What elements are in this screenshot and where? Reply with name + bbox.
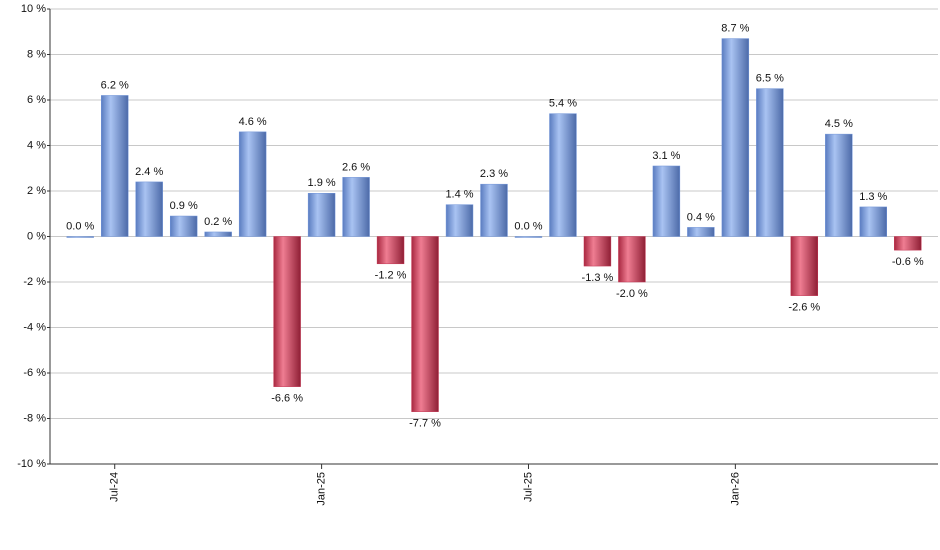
data-label: 0.0 % xyxy=(66,220,94,232)
data-label: 1.3 % xyxy=(859,191,887,203)
y-tick-label: 8 % xyxy=(27,48,46,60)
bar xyxy=(411,236,439,412)
data-label: 0.2 % xyxy=(204,216,232,228)
bar xyxy=(859,206,887,237)
data-label: -2.0 % xyxy=(616,288,648,300)
y-tick-label: -2 % xyxy=(23,276,46,288)
x-tick-label: Jan-25 xyxy=(316,472,328,506)
data-label: 4.6 % xyxy=(239,116,267,128)
data-label: 1.4 % xyxy=(445,189,473,201)
data-label: 1.9 % xyxy=(308,177,336,189)
data-label: -7.7 % xyxy=(409,418,441,430)
bar xyxy=(618,236,646,283)
data-label: -1.3 % xyxy=(582,272,614,284)
y-tick-label: -6 % xyxy=(23,367,46,379)
data-label: 6.5 % xyxy=(756,73,784,85)
y-tick-label: 2 % xyxy=(27,185,46,197)
data-label: -2.6 % xyxy=(788,302,820,314)
x-tick-label: Jul-25 xyxy=(522,472,534,502)
bar xyxy=(549,113,577,237)
bar xyxy=(66,236,94,238)
bar xyxy=(204,231,232,237)
data-label: 2.4 % xyxy=(135,166,163,178)
data-label: 8.7 % xyxy=(721,22,749,34)
y-tick-label: 6 % xyxy=(27,94,46,106)
bar xyxy=(721,38,750,237)
data-label: 0.9 % xyxy=(170,200,198,212)
bar xyxy=(307,193,336,237)
data-label: 6.2 % xyxy=(101,79,129,91)
data-label: 2.3 % xyxy=(480,168,508,180)
y-tick-label: 4 % xyxy=(27,139,46,151)
bar xyxy=(169,215,198,237)
bar xyxy=(480,183,508,237)
data-label: -6.6 % xyxy=(271,393,303,405)
bar xyxy=(583,236,612,267)
data-label: -1.2 % xyxy=(375,270,407,282)
y-tick-label: -10 % xyxy=(17,458,46,470)
bar xyxy=(514,236,543,238)
data-label: 0.4 % xyxy=(687,211,715,223)
bar xyxy=(342,177,370,237)
bar xyxy=(445,204,474,237)
data-label: 4.5 % xyxy=(825,118,853,130)
y-tick-label: -4 % xyxy=(23,321,46,333)
bar xyxy=(135,181,163,237)
bar xyxy=(652,165,681,237)
bar xyxy=(825,133,853,237)
bar xyxy=(101,95,129,237)
data-label: 5.4 % xyxy=(549,98,577,110)
x-tick-label: Jul-24 xyxy=(109,472,121,502)
y-tick-label: 0 % xyxy=(27,230,46,242)
x-tick-label: Jan-26 xyxy=(729,472,741,506)
bar xyxy=(687,227,715,237)
bar xyxy=(790,236,819,296)
y-tick-label: 10 % xyxy=(21,3,46,15)
data-label: 3.1 % xyxy=(652,150,680,162)
y-tick-label: -8 % xyxy=(23,412,46,424)
data-label: 2.6 % xyxy=(342,161,370,173)
bar xyxy=(238,131,267,237)
bar xyxy=(894,236,922,251)
data-label: -0.6 % xyxy=(892,256,924,268)
bar xyxy=(376,236,405,265)
data-label: 0.0 % xyxy=(514,220,542,232)
bar xyxy=(756,88,784,237)
bar xyxy=(273,236,301,387)
